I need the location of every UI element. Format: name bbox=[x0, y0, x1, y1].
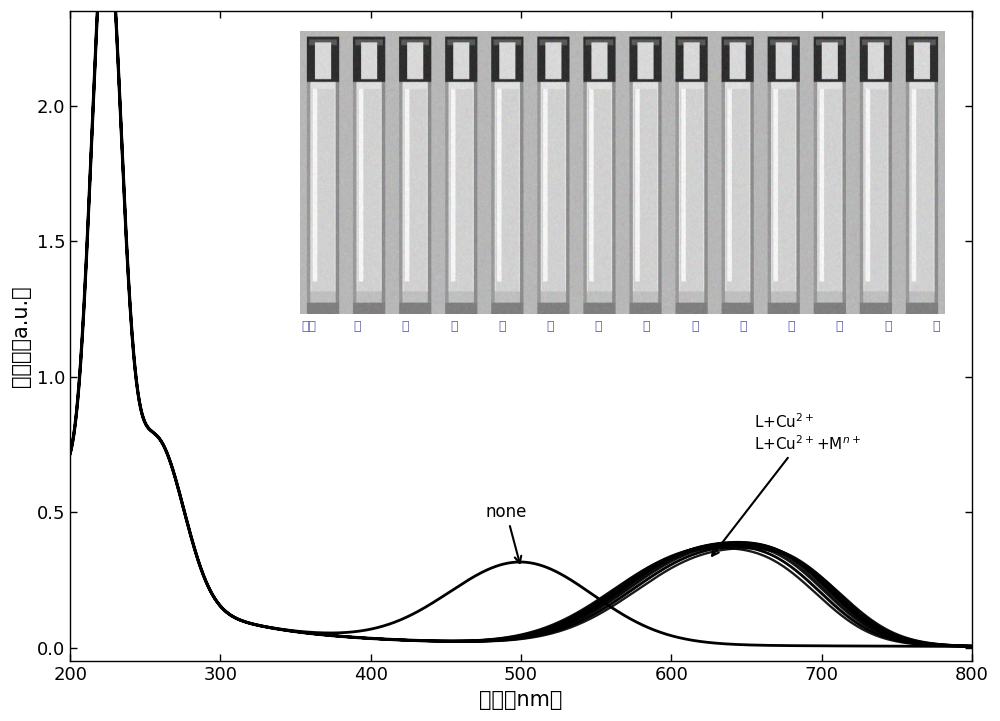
Text: 蓝: 蓝 bbox=[354, 320, 361, 333]
Text: 蓝: 蓝 bbox=[691, 320, 699, 333]
Text: 蓝: 蓝 bbox=[932, 320, 940, 333]
Text: 蓝: 蓝 bbox=[787, 320, 795, 333]
Text: 蓝: 蓝 bbox=[739, 320, 747, 333]
Text: 蓝: 蓝 bbox=[450, 320, 458, 333]
Text: 蓝: 蓝 bbox=[498, 320, 506, 333]
Y-axis label: 吸光度（a.u.）: 吸光度（a.u.） bbox=[11, 286, 31, 387]
Text: 蓝: 蓝 bbox=[643, 320, 650, 333]
Text: L+Cu$^{2+}$
L+Cu$^{2+}$+M$^{n+}$: L+Cu$^{2+}$ L+Cu$^{2+}$+M$^{n+}$ bbox=[712, 412, 861, 556]
Text: none: none bbox=[485, 503, 527, 563]
X-axis label: 波长（nm）: 波长（nm） bbox=[479, 690, 563, 710]
Text: 粉红: 粉红 bbox=[302, 320, 317, 333]
Text: 蓝: 蓝 bbox=[836, 320, 843, 333]
Text: 蓝: 蓝 bbox=[884, 320, 891, 333]
Text: 蓝: 蓝 bbox=[402, 320, 409, 333]
Text: 蓝: 蓝 bbox=[546, 320, 554, 333]
Text: 蓝: 蓝 bbox=[595, 320, 602, 333]
